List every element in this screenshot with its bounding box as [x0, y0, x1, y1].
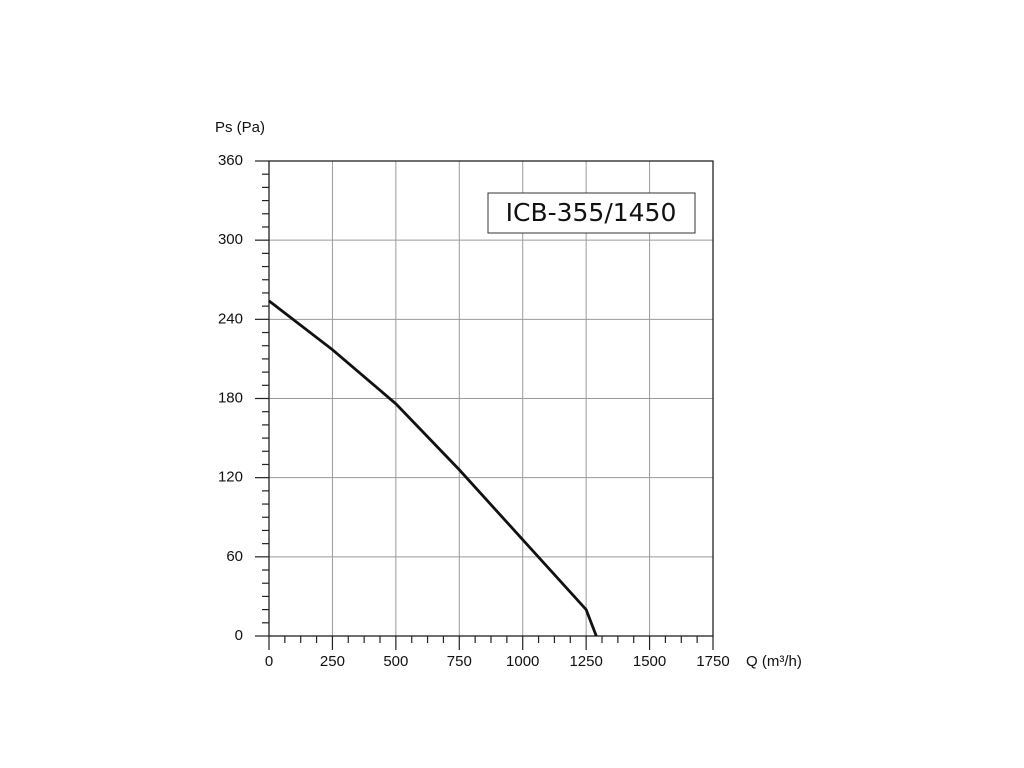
x-tick-label: 1250	[569, 653, 602, 670]
y-tick-label: 180	[218, 389, 243, 406]
x-tick-label: 750	[447, 653, 472, 670]
y-tick-label: 120	[218, 469, 243, 486]
annotation: ICB-355/1450	[506, 198, 677, 227]
x-tick-label: 1750	[696, 653, 729, 670]
y-tick-label: 60	[226, 548, 243, 565]
annotation-box	[487, 192, 696, 234]
x-tick-label: 250	[320, 653, 345, 670]
y-tick-label: 240	[218, 310, 243, 327]
x-tick-label: 1000	[506, 653, 539, 670]
curve	[268, 299, 598, 637]
y-tick-label: 360	[218, 152, 243, 169]
x-tick-label: 0	[265, 653, 273, 670]
x-tick-label: 500	[383, 653, 408, 670]
x-axis-label: Q (m³/h)	[746, 653, 802, 670]
y-tick-label: 300	[218, 231, 243, 248]
x-tick-label: 1500	[633, 653, 666, 670]
y-tick-label: 0	[235, 627, 243, 644]
plot-frame	[268, 160, 714, 637]
y-axis-label: Ps (Pa)	[215, 119, 265, 136]
